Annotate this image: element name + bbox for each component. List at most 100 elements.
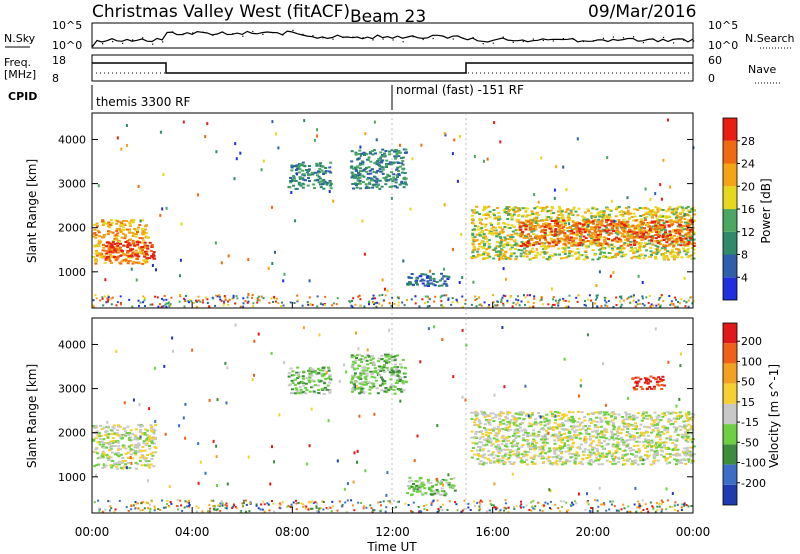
echo-cell — [511, 434, 515, 437]
echo-cell — [113, 462, 116, 465]
echo-cell — [631, 237, 635, 240]
echo-cell — [543, 236, 547, 239]
echo-cell — [325, 181, 329, 184]
echo-cell — [92, 450, 95, 453]
echo-cell — [149, 437, 153, 440]
nsky-dot — [262, 33, 264, 35]
echo-cell — [638, 235, 642, 238]
echo-cell — [551, 234, 555, 236]
echo-cell — [563, 250, 567, 253]
echo-cell — [611, 453, 615, 456]
echo-cell — [150, 440, 154, 443]
echo-cell — [674, 305, 677, 308]
echo-cell — [223, 300, 226, 303]
echo-cell — [113, 250, 117, 253]
echo-cell — [116, 440, 120, 443]
echo-cell — [581, 228, 585, 231]
echo-cell — [447, 298, 450, 301]
echo-cell — [313, 371, 317, 374]
echo-cell — [336, 297, 339, 300]
echo-cell — [352, 167, 356, 170]
echo-cell — [472, 240, 476, 243]
echo-cell — [133, 228, 137, 230]
echo-cell — [621, 234, 625, 237]
echo-cell — [554, 228, 558, 231]
echo-cell — [678, 251, 682, 254]
echo-cell — [539, 230, 543, 233]
echo-cell — [513, 232, 517, 235]
colorbar-tick-label: 28 — [741, 135, 755, 148]
echo-cell — [548, 227, 552, 230]
echo-cell — [624, 239, 627, 241]
echo-cell — [101, 243, 105, 246]
echo-cell — [99, 299, 102, 302]
echo-cell — [356, 367, 360, 370]
echo-cell — [605, 242, 609, 245]
echo-cell — [625, 453, 629, 456]
echo-cell — [588, 230, 592, 233]
echo-cell — [116, 452, 120, 454]
echo-cell — [617, 221, 621, 223]
echo-cell — [655, 446, 658, 449]
echo-cell — [328, 181, 332, 184]
beam-title: Beam 23 — [350, 7, 426, 27]
echo-cell — [642, 232, 646, 235]
echo-cell — [608, 232, 612, 235]
echo-cell — [675, 237, 679, 240]
echo-cell — [92, 439, 96, 442]
echo-cell — [444, 283, 448, 286]
echo-cell — [512, 461, 516, 464]
echo-cell — [201, 301, 204, 304]
echo-cell — [313, 179, 317, 182]
echo-cell — [651, 424, 655, 427]
echo-cell — [519, 245, 523, 247]
echo-cell — [381, 166, 385, 169]
echo-cell — [600, 463, 604, 466]
echo-cell — [503, 211, 507, 214]
echo-cell — [307, 174, 311, 177]
echo-cell — [508, 227, 512, 229]
echo-cell — [423, 487, 427, 490]
echo-cell — [100, 428, 104, 431]
echo-cell — [369, 151, 372, 154]
echo-cell — [522, 236, 526, 239]
echo-cell — [563, 415, 566, 417]
echo-cell — [127, 456, 130, 459]
echo-cell — [420, 278, 424, 281]
echo-cell — [165, 206, 168, 210]
echo-cell — [96, 244, 100, 247]
echo-cell — [120, 147, 123, 151]
echo-cell — [630, 257, 634, 260]
echo-cell — [108, 255, 112, 257]
echo-cell — [532, 302, 535, 305]
echo-cell — [103, 249, 106, 252]
echo-cell — [547, 303, 550, 306]
echo-cell — [507, 206, 511, 208]
echo-cell — [354, 375, 358, 378]
echo-cell — [499, 449, 503, 452]
echo-cell — [124, 463, 128, 466]
freq-label-2: [MHz] — [4, 68, 36, 81]
echo-cell — [369, 359, 373, 362]
echo-cell — [291, 382, 295, 384]
echo-cell — [329, 184, 333, 187]
echo-cell — [649, 305, 652, 308]
echo-cell — [357, 157, 361, 160]
echo-cell — [651, 243, 655, 246]
echo-cell — [366, 172, 370, 175]
echo-cell — [504, 238, 508, 240]
echo-cell — [98, 437, 102, 440]
echo-cell — [594, 231, 598, 234]
echo-cell — [570, 446, 574, 449]
echo-cell — [659, 304, 662, 307]
echo-cell — [122, 259, 126, 262]
echo-cell — [676, 253, 680, 256]
echo-cell — [489, 461, 492, 464]
echo-cell — [291, 178, 295, 181]
echo-cell — [358, 149, 362, 152]
echo-cell — [381, 172, 385, 175]
echo-cell — [116, 424, 120, 427]
echo-cell — [627, 213, 631, 216]
echo-cell — [512, 226, 516, 229]
echo-cell — [550, 305, 553, 308]
